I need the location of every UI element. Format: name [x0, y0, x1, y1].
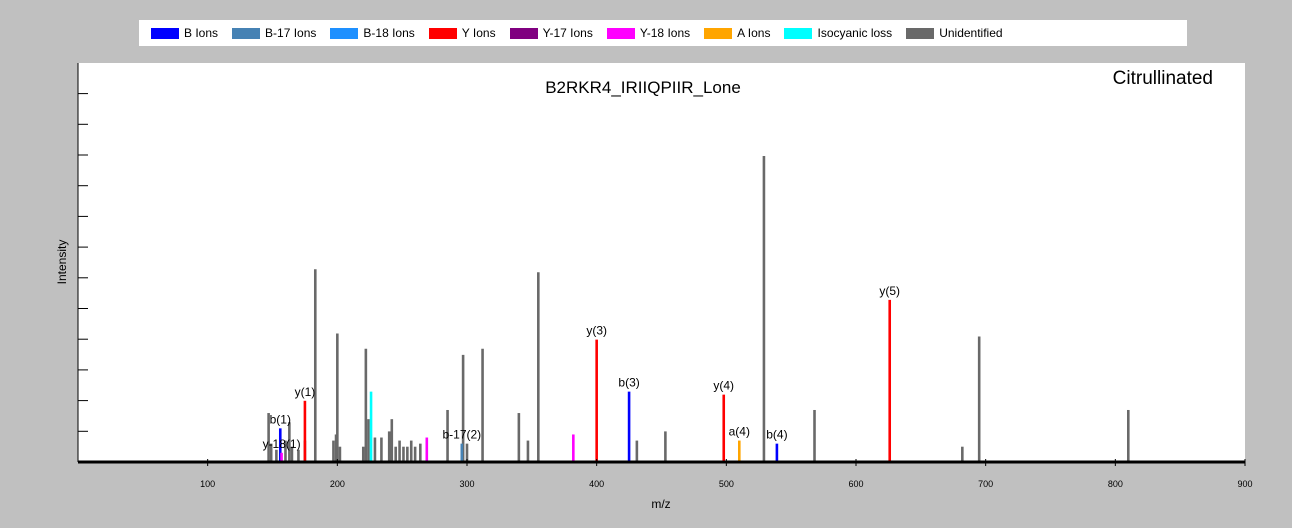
legend-swatch — [784, 27, 813, 39]
x-tick-label: 200 — [330, 479, 345, 489]
legend-swatch — [151, 27, 179, 39]
legend-item: Y-17 Ions — [509, 26, 593, 40]
legend-item: Y-18 Ions — [606, 26, 691, 40]
plot-area — [78, 63, 1245, 462]
x-tick-label: 100 — [200, 479, 215, 489]
legend-label: B-18 Ions — [363, 26, 415, 40]
legend-swatch — [232, 27, 261, 39]
x-tick-label: 500 — [719, 479, 734, 489]
y-axis-label: Intensity — [55, 240, 69, 285]
legend-item: Isocyanic loss — [784, 26, 892, 40]
legend-label: B Ions — [184, 26, 219, 40]
legend-swatch — [428, 27, 457, 39]
legend-label: A Ions — [737, 26, 771, 40]
legend-swatch — [330, 27, 359, 39]
legend-swatch — [704, 27, 733, 39]
legend-item: B Ions — [151, 26, 218, 40]
peak-label: y(3) — [586, 324, 607, 338]
x-tick-label: 900 — [1237, 479, 1252, 489]
legend-label: Unidentified — [939, 26, 1003, 40]
legend-item: Unidentified — [906, 26, 1003, 40]
peak-label: b-17(2) — [442, 428, 481, 442]
peak-label: y(5) — [879, 284, 900, 298]
legend-item: Y Ions — [428, 26, 496, 40]
legend-item: B-18 Ions — [330, 26, 415, 40]
x-tick-label: 400 — [589, 479, 604, 489]
x-tick-label: 800 — [1108, 479, 1123, 489]
peak-label: y(1) — [295, 385, 316, 399]
legend-label: Y-18 Ions — [639, 26, 691, 40]
legend-label: Y-17 Ions — [542, 26, 593, 40]
peak-label: a(4) — [729, 425, 750, 439]
x-tick-label: 700 — [978, 479, 993, 489]
x-tick-label: 300 — [459, 479, 474, 489]
legend-label: Y Ions — [461, 26, 496, 40]
chart-subtitle: Citrullinated — [1113, 68, 1213, 89]
peak-label: b(3) — [618, 376, 639, 390]
x-axis-label: m/z — [651, 497, 670, 511]
peak-label: y-18(1) — [263, 437, 301, 451]
legend-item: A Ions — [704, 26, 770, 40]
x-tick-label: 600 — [848, 479, 863, 489]
peak-label: b(4) — [766, 428, 787, 442]
legend: B Ions B-17 Ions B-18 Ions Y Ions Y-17 Ions Y… — [139, 20, 1187, 46]
legend-swatch — [606, 27, 635, 39]
legend-label: Isocyanic loss — [817, 26, 893, 40]
chart-title: B2RKR4_IRIIQPIIR_Lone — [545, 78, 741, 97]
legend-item: B-17 Ions — [232, 26, 316, 40]
peak-label: y(4) — [713, 379, 734, 393]
peak-label: b(1) — [270, 412, 291, 426]
legend-swatch — [509, 27, 538, 39]
legend-swatch — [906, 27, 935, 39]
legend-label: B-17 Ions — [265, 26, 317, 40]
